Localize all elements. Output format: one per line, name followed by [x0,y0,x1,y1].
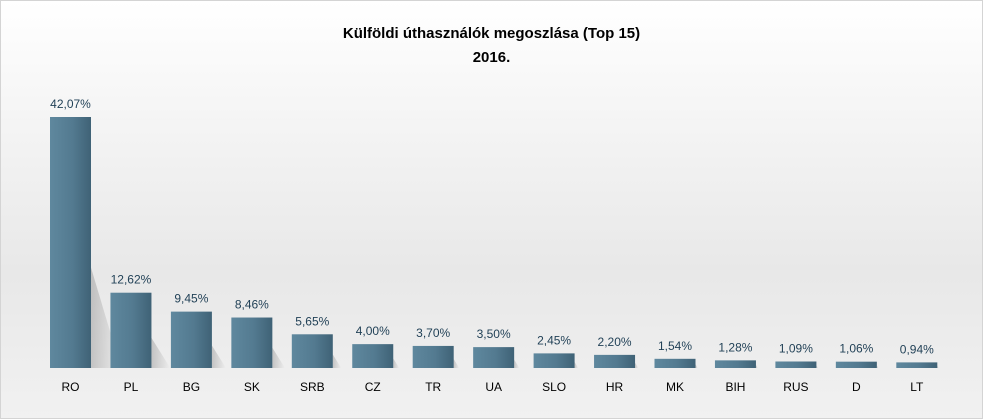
bar-srb [291,334,333,368]
bar-cz [352,344,394,368]
x-tick-label: UA [485,380,502,394]
bar-shadow [574,362,579,368]
x-tick-label: D [852,380,861,394]
data-label: 8,46% [235,298,269,312]
data-label: 12,62% [111,273,152,287]
bar-ro [50,117,91,368]
bar-pl [110,292,152,368]
data-label: 2,20% [598,335,632,349]
bar-shadow [151,337,171,368]
x-tick-label: SK [244,380,260,394]
bar-shadow [91,267,121,368]
bar-shadow [876,365,879,368]
x-tick-label: SRB [300,380,325,394]
data-label: 3,70% [416,326,450,340]
x-tick-label: BG [183,380,200,394]
chart-title: Külföldi úthasználók megoszlása (Top 15) [342,25,641,42]
x-tick-label: CZ [365,380,381,394]
data-label: 1,06% [839,342,873,356]
x-tick-label: HR [606,380,624,394]
bar-ua [473,347,515,368]
bar-shadow [272,347,285,368]
data-label: 9,45% [174,292,208,306]
bar-bg [170,311,212,368]
x-tick-label: BIH [725,380,745,394]
bar-bih [714,360,756,368]
x-tick-label: RO [62,380,80,394]
data-label: 1,28% [718,340,752,354]
bar-shadow [755,364,758,368]
x-tick-label: LT [910,380,924,394]
x-tick-label: SLO [542,380,566,394]
data-label: 5,65% [295,314,329,328]
data-label: 2,45% [537,333,571,347]
data-label: 0,94% [900,342,934,356]
bar-shadow [695,364,698,368]
bar-shadow [816,365,819,368]
bar-shadow [514,359,520,368]
bar-tr [412,345,454,368]
bar-slo [533,353,575,368]
bar-lt [896,362,938,368]
x-tick-label: PL [124,380,139,394]
bar-shadow [453,359,460,368]
x-tick-label: MK [666,380,684,394]
bar-rus [775,361,817,368]
bar-mk [654,358,696,368]
data-label: 3,50% [477,327,511,341]
bar-shadow [393,358,400,368]
bar-shadow [937,365,939,368]
x-tick-label: RUS [783,380,808,394]
data-label: 1,09% [779,341,813,355]
bar-hr [594,354,636,368]
bar-d [835,361,877,368]
data-label: 42,07% [50,97,91,111]
data-label: 4,00% [356,324,390,338]
bar-shadow [635,362,639,368]
data-label: 1,54% [658,339,692,353]
bar-sk [231,317,273,368]
bar-shadow [332,354,342,368]
x-tick-label: TR [425,380,441,394]
bar-shadow [211,345,226,368]
chart-subtitle: 2016. [472,49,511,66]
